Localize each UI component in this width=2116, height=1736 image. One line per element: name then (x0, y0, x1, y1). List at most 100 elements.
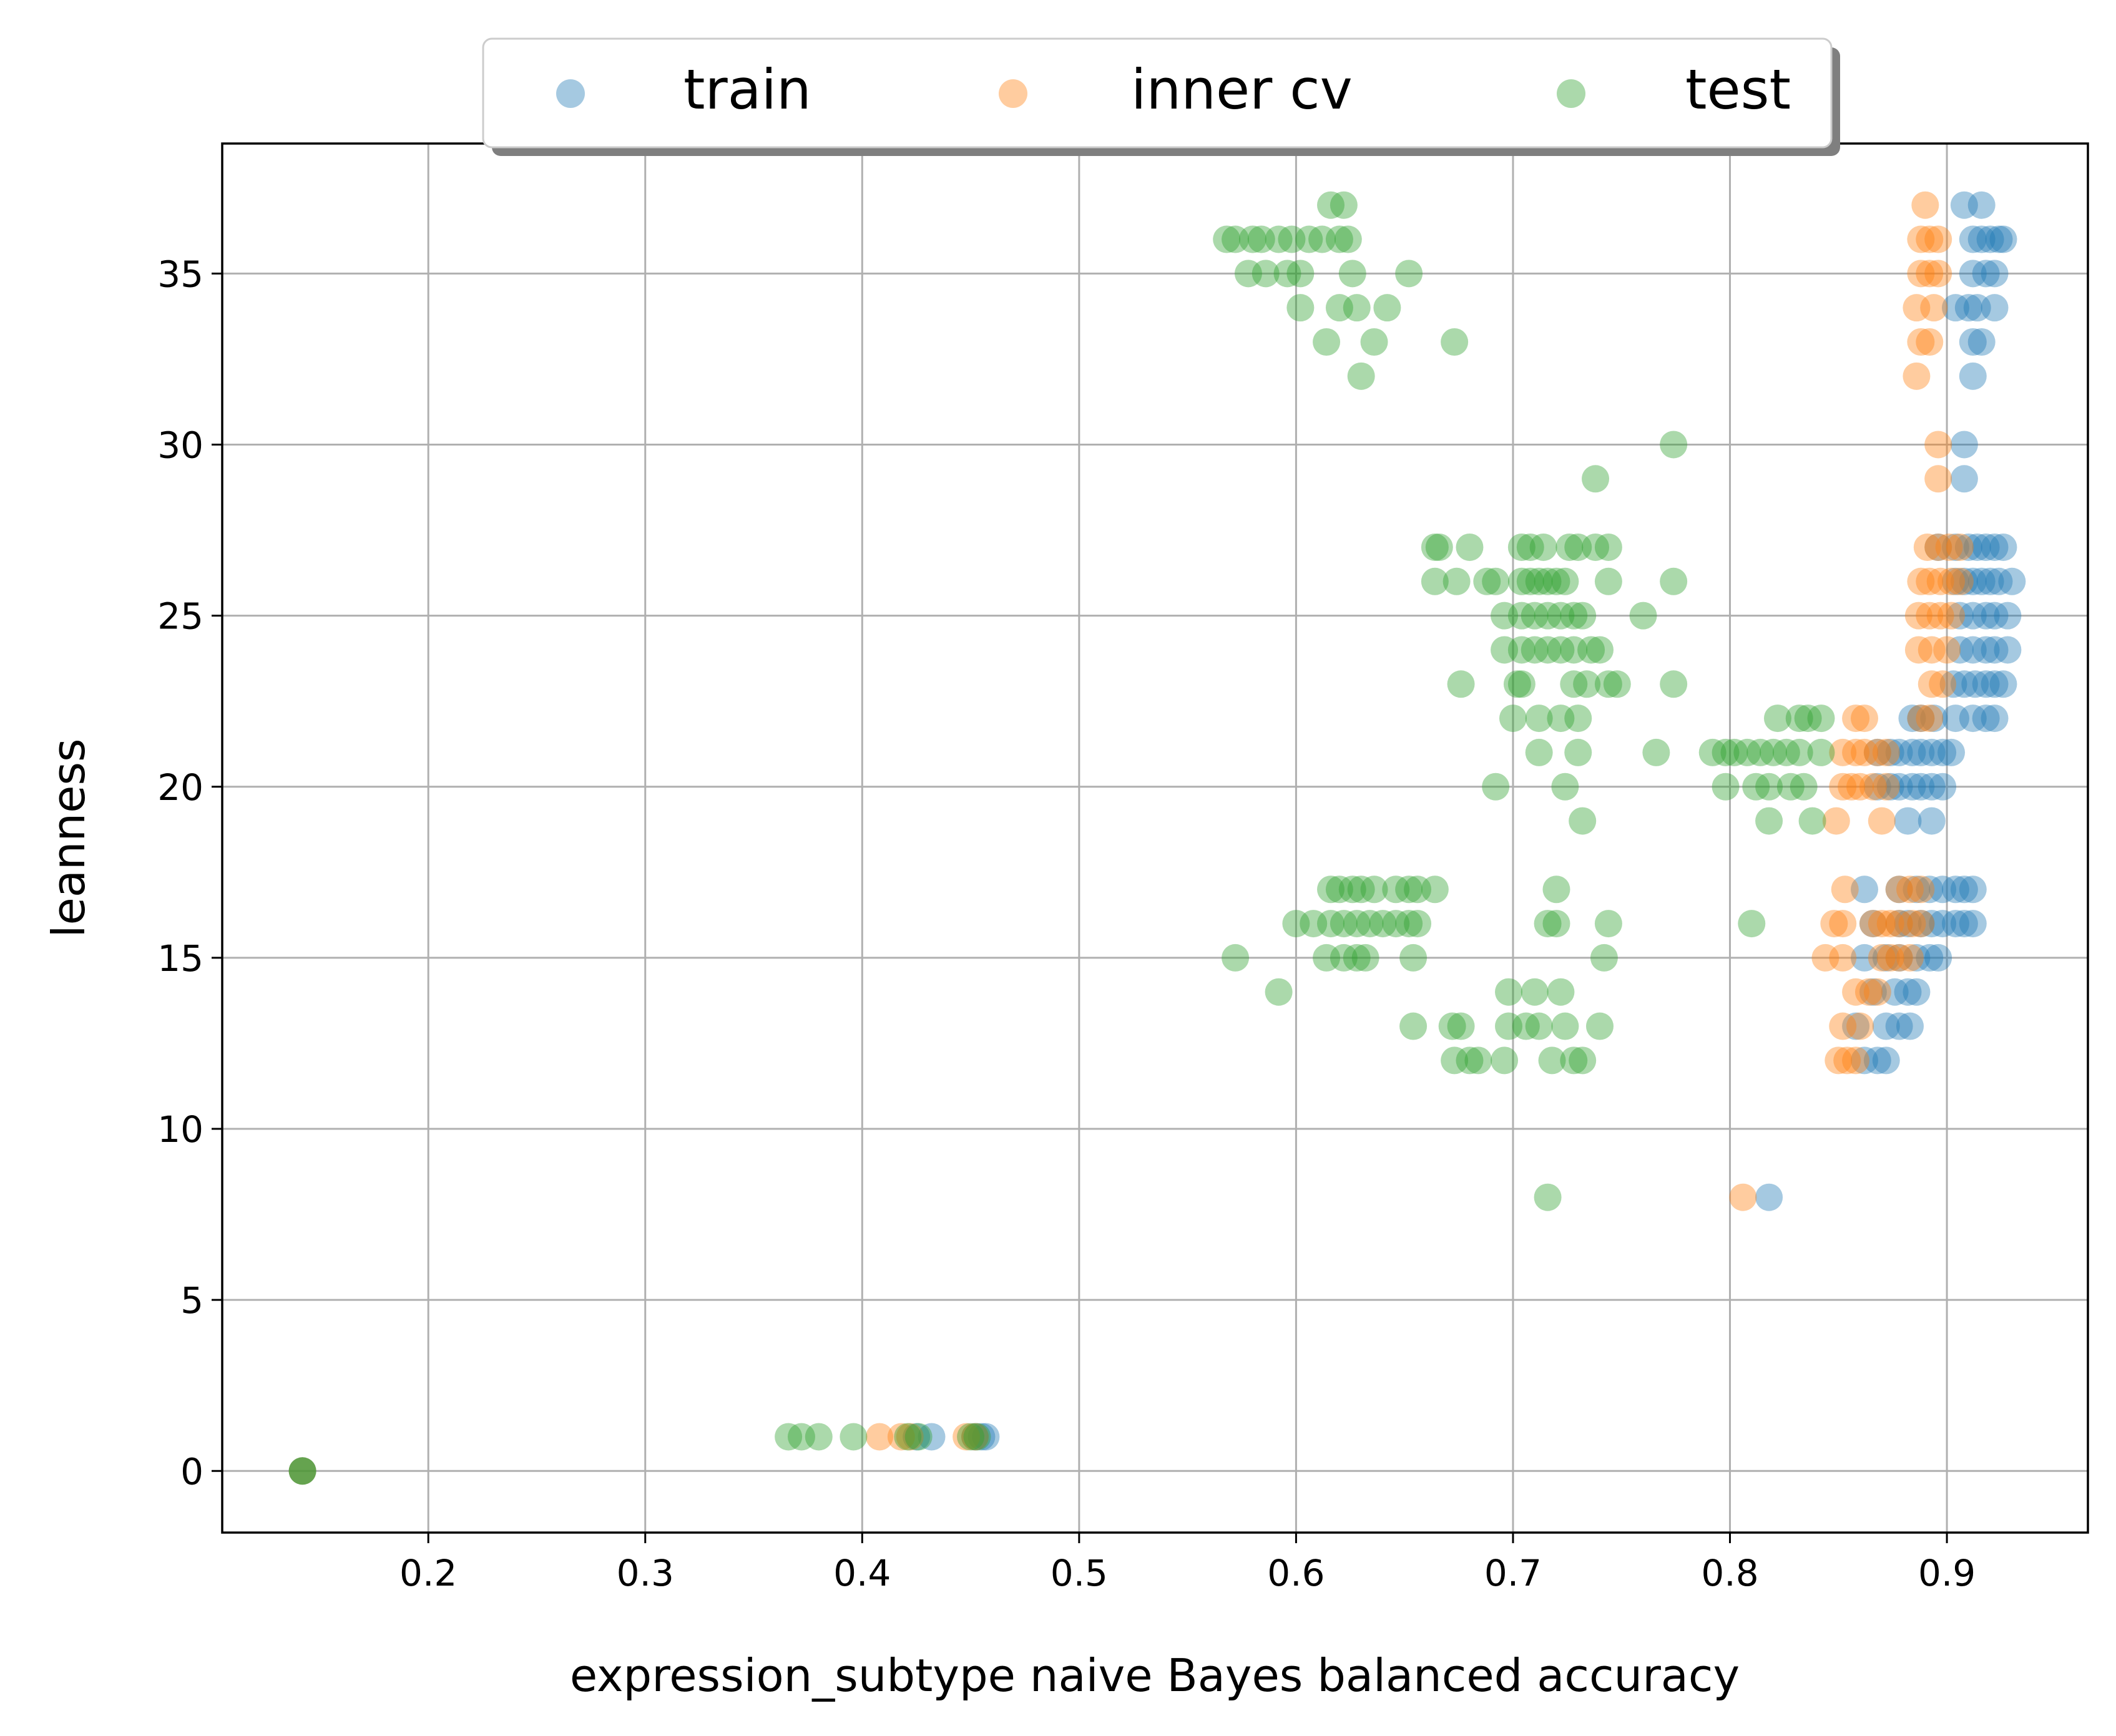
data-point-train (1967, 567, 1996, 595)
data-point-test (1495, 1012, 1523, 1040)
data-point-test (1738, 910, 1766, 938)
data-point-test (1534, 602, 1562, 630)
data-point-test (1582, 533, 1610, 561)
data-point-test (1441, 1046, 1469, 1075)
data-point-test (805, 1423, 833, 1451)
data-point-test (1712, 738, 1740, 766)
data-point-inner-cv (1854, 978, 1883, 1006)
data-point-test (1447, 670, 1475, 698)
data-point-test (1577, 636, 1605, 664)
data-point-test (1660, 431, 1688, 459)
y-axis-title: leanness (42, 738, 95, 937)
data-point-train (1967, 225, 1996, 253)
data-point-test (1521, 978, 1549, 1006)
data-point-test (1582, 465, 1610, 493)
data-point-test (1441, 328, 1469, 356)
data-point-train (1863, 1046, 1891, 1075)
data-point-inner-cv (1907, 567, 1935, 595)
data-point-test (1594, 910, 1622, 938)
data-point-test (1491, 636, 1519, 664)
data-point-test (1516, 567, 1544, 595)
data-point-test (1251, 260, 1280, 288)
data-point-train (1959, 567, 1987, 595)
data-point-inner-cv (1913, 533, 1941, 561)
legend-label-train: train (683, 57, 811, 122)
data-point-train (1950, 875, 1978, 904)
data-point-test (1222, 225, 1250, 253)
data-point-test (1763, 705, 1791, 733)
data-point-test (1534, 636, 1562, 664)
data-point-train (1981, 260, 2009, 288)
data-point-train (1972, 533, 2000, 561)
data-point-train (1907, 773, 1935, 801)
data-point-test (1347, 875, 1375, 904)
data-point-train (1881, 978, 1909, 1006)
data-point-test (1538, 1046, 1566, 1075)
legend-box (482, 37, 1833, 149)
data-point-test (1456, 1046, 1484, 1075)
data-points (288, 191, 2026, 1485)
data-point-inner-cv (887, 1423, 915, 1451)
data-point-test (1794, 705, 1822, 733)
data-point-inner-cv (1729, 1183, 1757, 1211)
data-point-test (1265, 225, 1293, 253)
data-point-train (1929, 910, 1957, 938)
series-train (288, 191, 2026, 1485)
data-point-train (1859, 978, 1887, 1006)
data-point-test (1495, 978, 1523, 1006)
data-point-test (787, 1423, 815, 1451)
data-point-test (1560, 602, 1588, 630)
data-point-train (972, 1423, 1000, 1451)
data-point-test (288, 1457, 316, 1485)
data-point-test (1325, 294, 1353, 322)
data-point-test (1594, 670, 1622, 698)
data-point-train (1967, 191, 1996, 219)
data-point-inner-cv (1904, 636, 1932, 664)
data-point-test (1482, 567, 1510, 595)
data-point-test (1551, 1012, 1579, 1040)
data-point-train (1941, 533, 1969, 561)
data-point-test (1507, 602, 1536, 630)
data-point-train (1981, 670, 2009, 698)
data-point-inner-cv (1829, 738, 1857, 766)
data-point-inner-cv (1822, 807, 1850, 835)
data-point-test (1395, 875, 1423, 904)
data-point-inner-cv (1929, 670, 1957, 698)
data-point-train (1851, 944, 1879, 972)
data-point-test (1313, 328, 1341, 356)
data-point-train (1959, 875, 1987, 904)
data-point-inner-cv (1916, 602, 1944, 630)
data-point-test (1720, 738, 1748, 766)
data-point-train (1898, 773, 1926, 801)
data-point-train (1876, 738, 1904, 766)
data-point-train (1976, 567, 2004, 595)
data-point-test (1499, 705, 1527, 733)
data-point-test (1525, 1012, 1553, 1040)
data-point-test (1542, 567, 1570, 595)
data-point-inner-cv (1933, 636, 1961, 664)
data-point-train (1885, 1012, 1913, 1040)
data-point-test (1360, 328, 1388, 356)
data-point-test (1542, 875, 1570, 904)
axis-ticks: 0.2 0.3 0.4 0.5 0.6 0.7 0.8 0.9 0 5 10 15 20 25 30 35 (157, 253, 1976, 1594)
data-point-test (1325, 875, 1353, 904)
data-point-train (1894, 807, 1922, 835)
data-point-train (1959, 910, 1987, 938)
data-point-inner-cv (1911, 191, 1939, 219)
data-point-train (1959, 328, 1987, 356)
data-point-train (1929, 773, 1957, 801)
data-point-test (1594, 567, 1622, 595)
data-point-inner-cv (1885, 910, 1913, 938)
data-point-train (1885, 910, 1913, 938)
y-tick-label: 15 (157, 937, 203, 980)
data-point-inner-cv (1885, 944, 1913, 972)
data-point-test (1798, 807, 1826, 835)
data-point-inner-cv (1868, 807, 1896, 835)
data-point-inner-cv (1842, 1046, 1870, 1075)
x-tick-label: 0.6 (1267, 1552, 1325, 1594)
data-point-test (963, 1423, 991, 1451)
data-point-train (1972, 670, 2000, 698)
data-point-inner-cv (1872, 738, 1900, 766)
data-point-train (1967, 328, 1996, 356)
data-point-test (1343, 944, 1371, 972)
